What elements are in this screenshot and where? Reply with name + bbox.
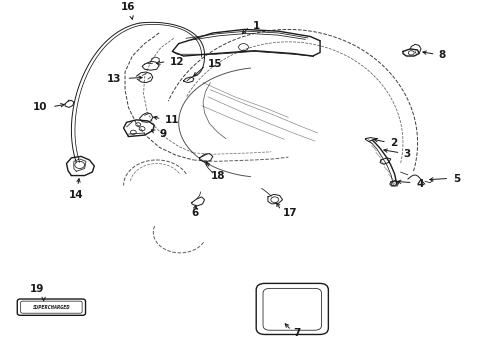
Text: 12: 12 [169,57,183,67]
Text: 17: 17 [282,208,297,218]
Text: 10: 10 [32,103,47,112]
Text: SUPERCHARGED: SUPERCHARGED [33,305,70,310]
Text: 8: 8 [438,50,445,60]
Text: 5: 5 [452,174,460,184]
Text: 6: 6 [191,208,199,218]
Text: 3: 3 [403,149,410,158]
Text: 15: 15 [207,59,222,69]
Text: 1: 1 [253,21,260,31]
Text: 18: 18 [210,171,224,181]
Text: 9: 9 [159,129,166,139]
Text: 4: 4 [415,179,423,189]
Text: 14: 14 [69,190,83,200]
Text: 2: 2 [389,138,396,148]
Text: 11: 11 [164,115,179,125]
Text: 13: 13 [107,74,122,84]
Text: 19: 19 [30,284,44,294]
Text: 7: 7 [293,328,300,338]
Text: 16: 16 [121,3,136,12]
